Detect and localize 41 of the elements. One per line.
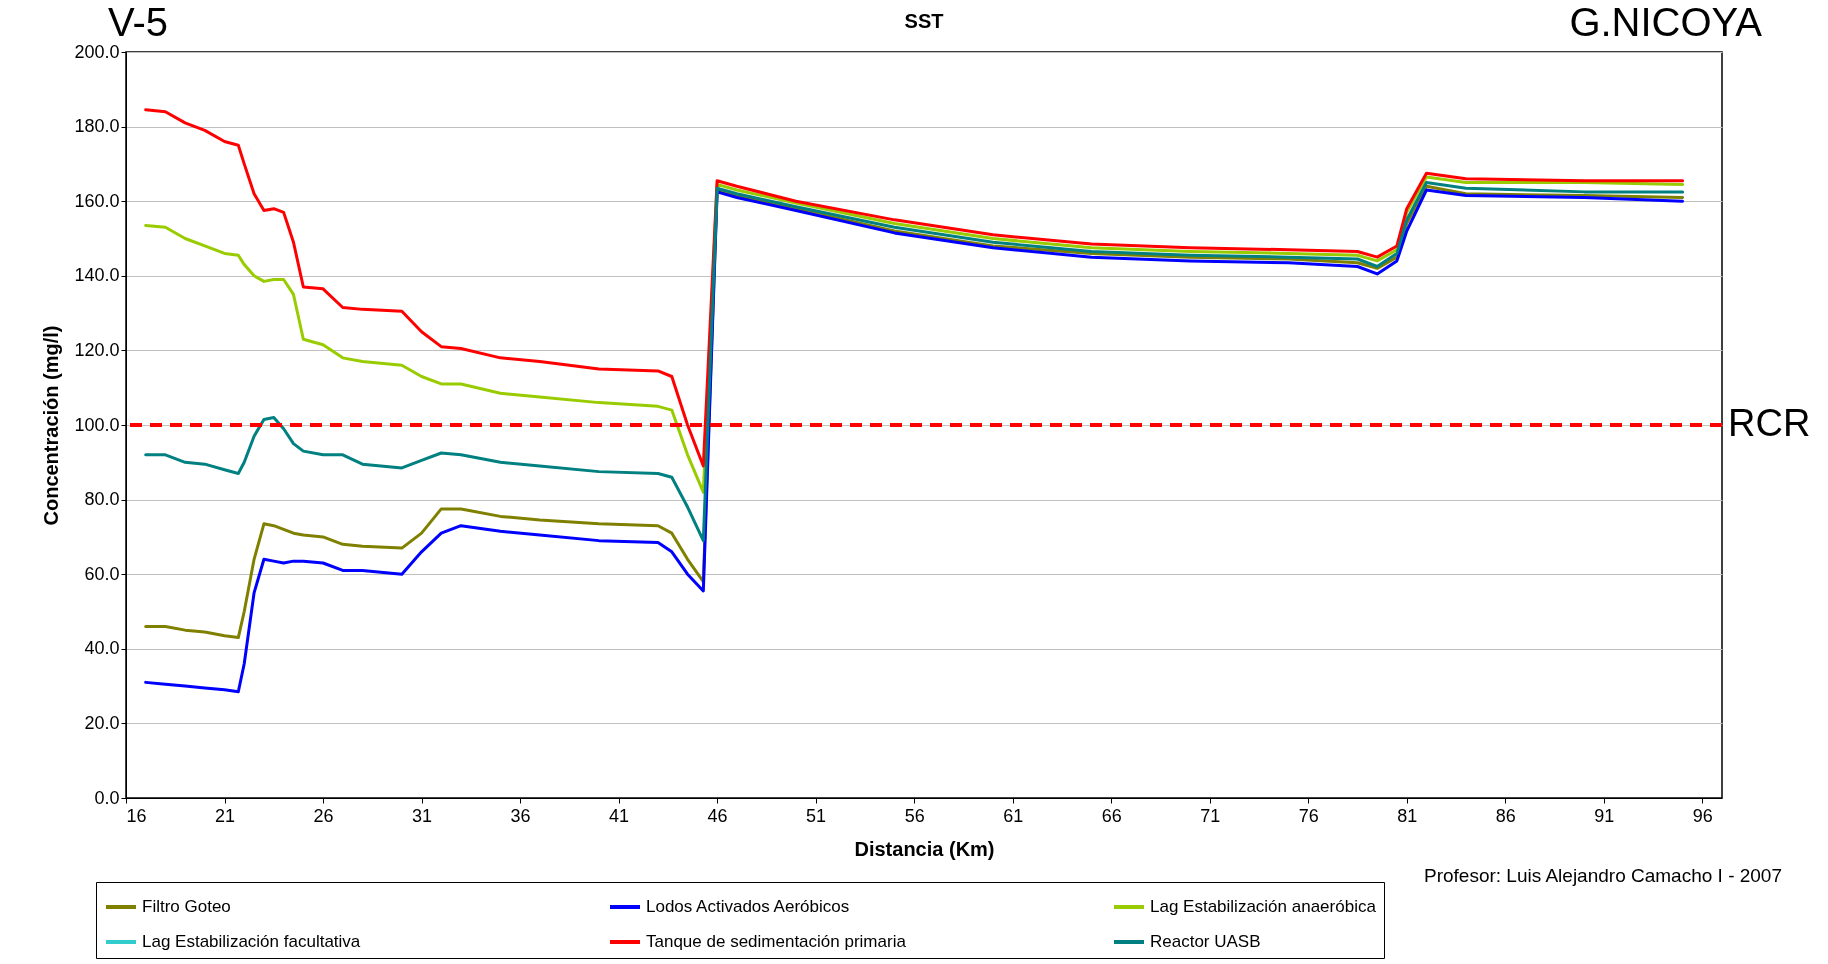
legend-label: Lag Estabilización facultativa bbox=[142, 932, 361, 951]
text: Profesor: Luis Alejandro Camacho I - 2007 bbox=[1423, 865, 1782, 886]
x-tick-label: 86 bbox=[1495, 805, 1516, 826]
legend-label: Filtro Goteo bbox=[142, 897, 231, 916]
x-tick-label: 51 bbox=[806, 805, 827, 826]
y-tick-label: 80.0 bbox=[84, 489, 120, 510]
chart-title: SST bbox=[904, 10, 944, 32]
legend-label: Tanque de sedimentación primaria bbox=[646, 932, 907, 951]
x-tick-label: 81 bbox=[1397, 805, 1418, 826]
y-tick-label: 20.0 bbox=[84, 712, 120, 733]
x-tick-label: 76 bbox=[1298, 805, 1319, 826]
x-tick-label: 46 bbox=[707, 805, 728, 826]
y-tick-label: 0.0 bbox=[94, 787, 120, 808]
x-tick-label: 91 bbox=[1594, 805, 1615, 826]
y-tick-label: 60.0 bbox=[84, 563, 120, 584]
x-tick-label: 41 bbox=[609, 805, 630, 826]
y-axis-title: Concentración (mg/l) bbox=[40, 325, 63, 526]
x-tick-label: 56 bbox=[904, 805, 925, 826]
x-tick-label: 71 bbox=[1200, 805, 1221, 826]
x-tick-label: 66 bbox=[1101, 805, 1122, 826]
legend-label: Reactor UASB bbox=[1150, 932, 1261, 951]
x-tick-label: 96 bbox=[1692, 805, 1713, 826]
y-tick-label: 200.0 bbox=[74, 41, 120, 62]
x-tick-label: 26 bbox=[313, 805, 334, 826]
x-tick-label: 61 bbox=[1003, 805, 1024, 826]
y-tick-label: 40.0 bbox=[84, 638, 120, 659]
y-tick-label: 100.0 bbox=[74, 414, 120, 435]
x-tick-label: 16 bbox=[126, 805, 147, 826]
x-tick-label: 36 bbox=[510, 805, 531, 826]
y-tick-label: 140.0 bbox=[74, 265, 120, 286]
legend-label: Lodos Activados Aeróbicos bbox=[646, 897, 850, 916]
ref-line-label: RCR bbox=[1728, 402, 1811, 444]
x-tick-label: 31 bbox=[412, 805, 433, 826]
legend-label: Lag Estabilización anaeróbica bbox=[1150, 897, 1377, 916]
text: G.NICOYA bbox=[1569, 0, 1763, 44]
y-tick-label: 180.0 bbox=[74, 116, 120, 137]
text: V-5 bbox=[108, 0, 169, 44]
y-tick-label: 160.0 bbox=[74, 190, 120, 211]
x-tick-label: 21 bbox=[215, 805, 236, 826]
y-tick-label: 120.0 bbox=[74, 339, 120, 360]
x-axis-title: Distancia (Km) bbox=[854, 837, 995, 860]
